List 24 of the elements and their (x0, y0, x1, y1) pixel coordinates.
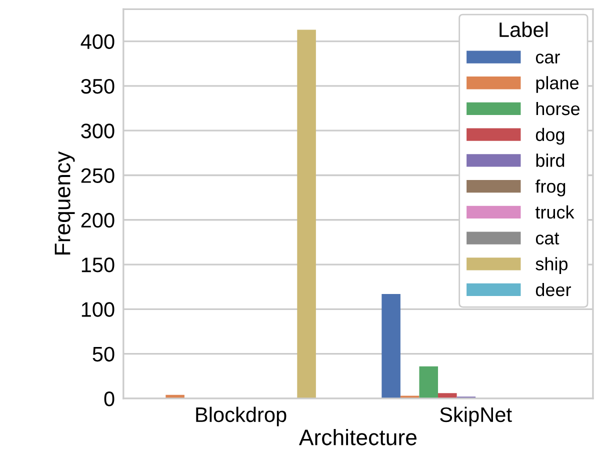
legend-label: ship (536, 257, 568, 274)
legend-label: deer (536, 282, 572, 296)
y-tick-label: 50 (92, 346, 114, 362)
legend-label: truck (535, 205, 574, 219)
y-tick-label: 0 (104, 391, 114, 406)
y-tick-label: 350 (81, 78, 114, 94)
legend-label: bird (536, 154, 564, 167)
legend-label: cat (536, 232, 560, 245)
y-tick-label: 300 (81, 124, 114, 138)
y-tick-label: 400 (80, 34, 114, 50)
y-tick-label: 200 (81, 212, 114, 228)
x-tick-label: SkipNet (440, 406, 512, 426)
legend-label: frog (535, 180, 566, 196)
x-tick-label: Blockdrop (196, 406, 286, 426)
legend-label: horse (536, 102, 580, 116)
y-axis-title: Frequency (54, 151, 75, 254)
y-tick-label: 100 (82, 302, 114, 317)
legend-label: car (536, 54, 560, 64)
y-tick-label: 250 (81, 168, 114, 183)
legend-title: Label (500, 22, 548, 38)
y-tick-label: 150 (82, 258, 114, 272)
x-axis-title: Architecture (298, 428, 416, 446)
legend-label: plane (536, 76, 579, 93)
legend-label: dog (536, 128, 564, 145)
